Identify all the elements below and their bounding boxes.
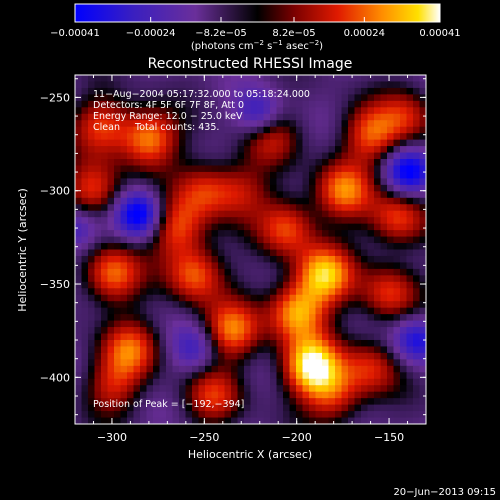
axis-ticks: −300 −250 −200 −150 −400 −350 −300 −250 xyxy=(40,75,427,444)
annotation-time-range: 11−Aug−2004 05:17:32.000 to 05:18:24.000 xyxy=(93,89,310,100)
x-tick-label: −200 xyxy=(282,431,312,444)
y-tick-label: −350 xyxy=(40,278,70,291)
colorbar-tick-label: −0.00024 xyxy=(126,28,176,39)
annotation-energy: Energy Range: 12.0 − 25.0 keV xyxy=(93,111,243,122)
x-tick-label: −250 xyxy=(189,431,219,444)
colorbar xyxy=(74,3,441,23)
colorbar-tick-label: −8.2e−05 xyxy=(195,28,247,39)
colorbar-tick-label: 0.00041 xyxy=(419,28,460,39)
y-tick-label: −300 xyxy=(40,185,70,198)
chart-title: Reconstructed RHESSI Image xyxy=(148,56,353,72)
x-axis-label: Heliocentric X (arcsec) xyxy=(188,448,312,461)
colorbar-tick-label: −0.00041 xyxy=(50,28,100,39)
plot-frame xyxy=(74,74,427,425)
annotation-block: 11−Aug−2004 05:17:32.000 to 05:18:24.000… xyxy=(93,89,310,133)
annotation-detectors: Detectors: 4F 5F 6F 7F 8F, Att 0 xyxy=(93,100,244,111)
colorbar-ticks: −0.00041 −0.00024 −8.2e−05 8.2e−05 0.00024 0.… xyxy=(50,17,461,39)
x-tick-label: −300 xyxy=(97,431,127,444)
y-tick-label: −400 xyxy=(40,371,70,384)
y-tick-label: −250 xyxy=(40,91,70,104)
annotation-counts: Clean Total counts: 435. xyxy=(93,122,219,133)
plot-date: 20−Jun−2013 09:15 xyxy=(393,487,496,498)
y-axis-label: Heliocentric Y (arcsec) xyxy=(16,188,29,312)
heatmap-image xyxy=(75,75,426,424)
colorbar-tick-label: 0.00024 xyxy=(344,28,385,39)
x-tick-label: −150 xyxy=(374,431,404,444)
colorbar-tick-label: 8.2e−05 xyxy=(272,28,315,39)
peak-position-label: Position of Peak = [−192,−394] xyxy=(93,399,244,410)
colorbar-unit-label: (photons cm−2 s−1 asec−2) xyxy=(191,39,323,52)
